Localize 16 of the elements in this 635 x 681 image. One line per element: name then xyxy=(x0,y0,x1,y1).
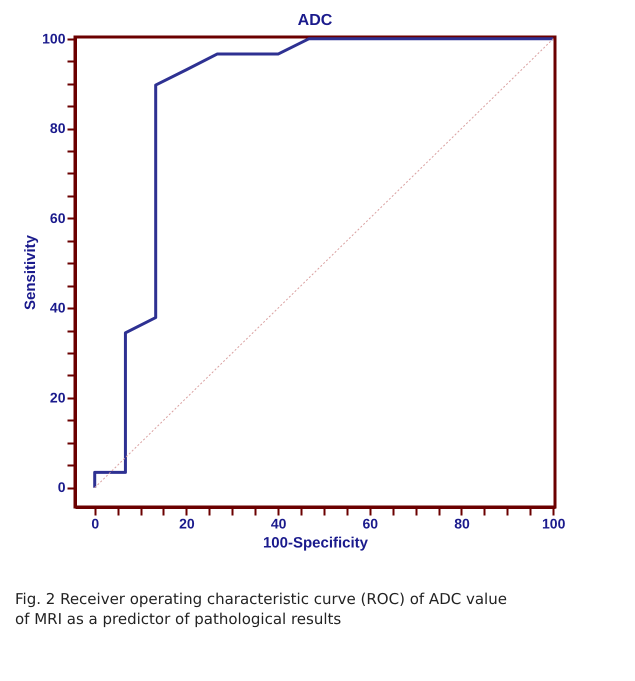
y-tick-label: 60 xyxy=(50,210,66,226)
y-tick-label: 0 xyxy=(58,479,66,496)
y-axis-title: Sensitivity xyxy=(22,234,40,310)
x-tick-label: 100 xyxy=(542,516,566,532)
x-tick-label: 80 xyxy=(454,516,470,532)
y-tick-label: 40 xyxy=(50,300,66,316)
x-tick-label: 20 xyxy=(179,516,195,532)
x-tick-label: 0 xyxy=(91,516,100,532)
x-tick-label: 60 xyxy=(362,516,378,532)
x-tick-label: 40 xyxy=(270,516,287,532)
y-tick-label: 80 xyxy=(50,120,66,136)
caption: Fig. 2 Receiver operating characteristic curve (ROC) of ADC value of MRI as a predictor of pathological results xyxy=(15,590,507,628)
y-tick-label: 20 xyxy=(50,389,66,406)
y-tick-label: 100 xyxy=(42,30,66,46)
x-axis-title: 100-Specificity xyxy=(262,534,369,552)
chart-title: ADC xyxy=(298,12,333,29)
